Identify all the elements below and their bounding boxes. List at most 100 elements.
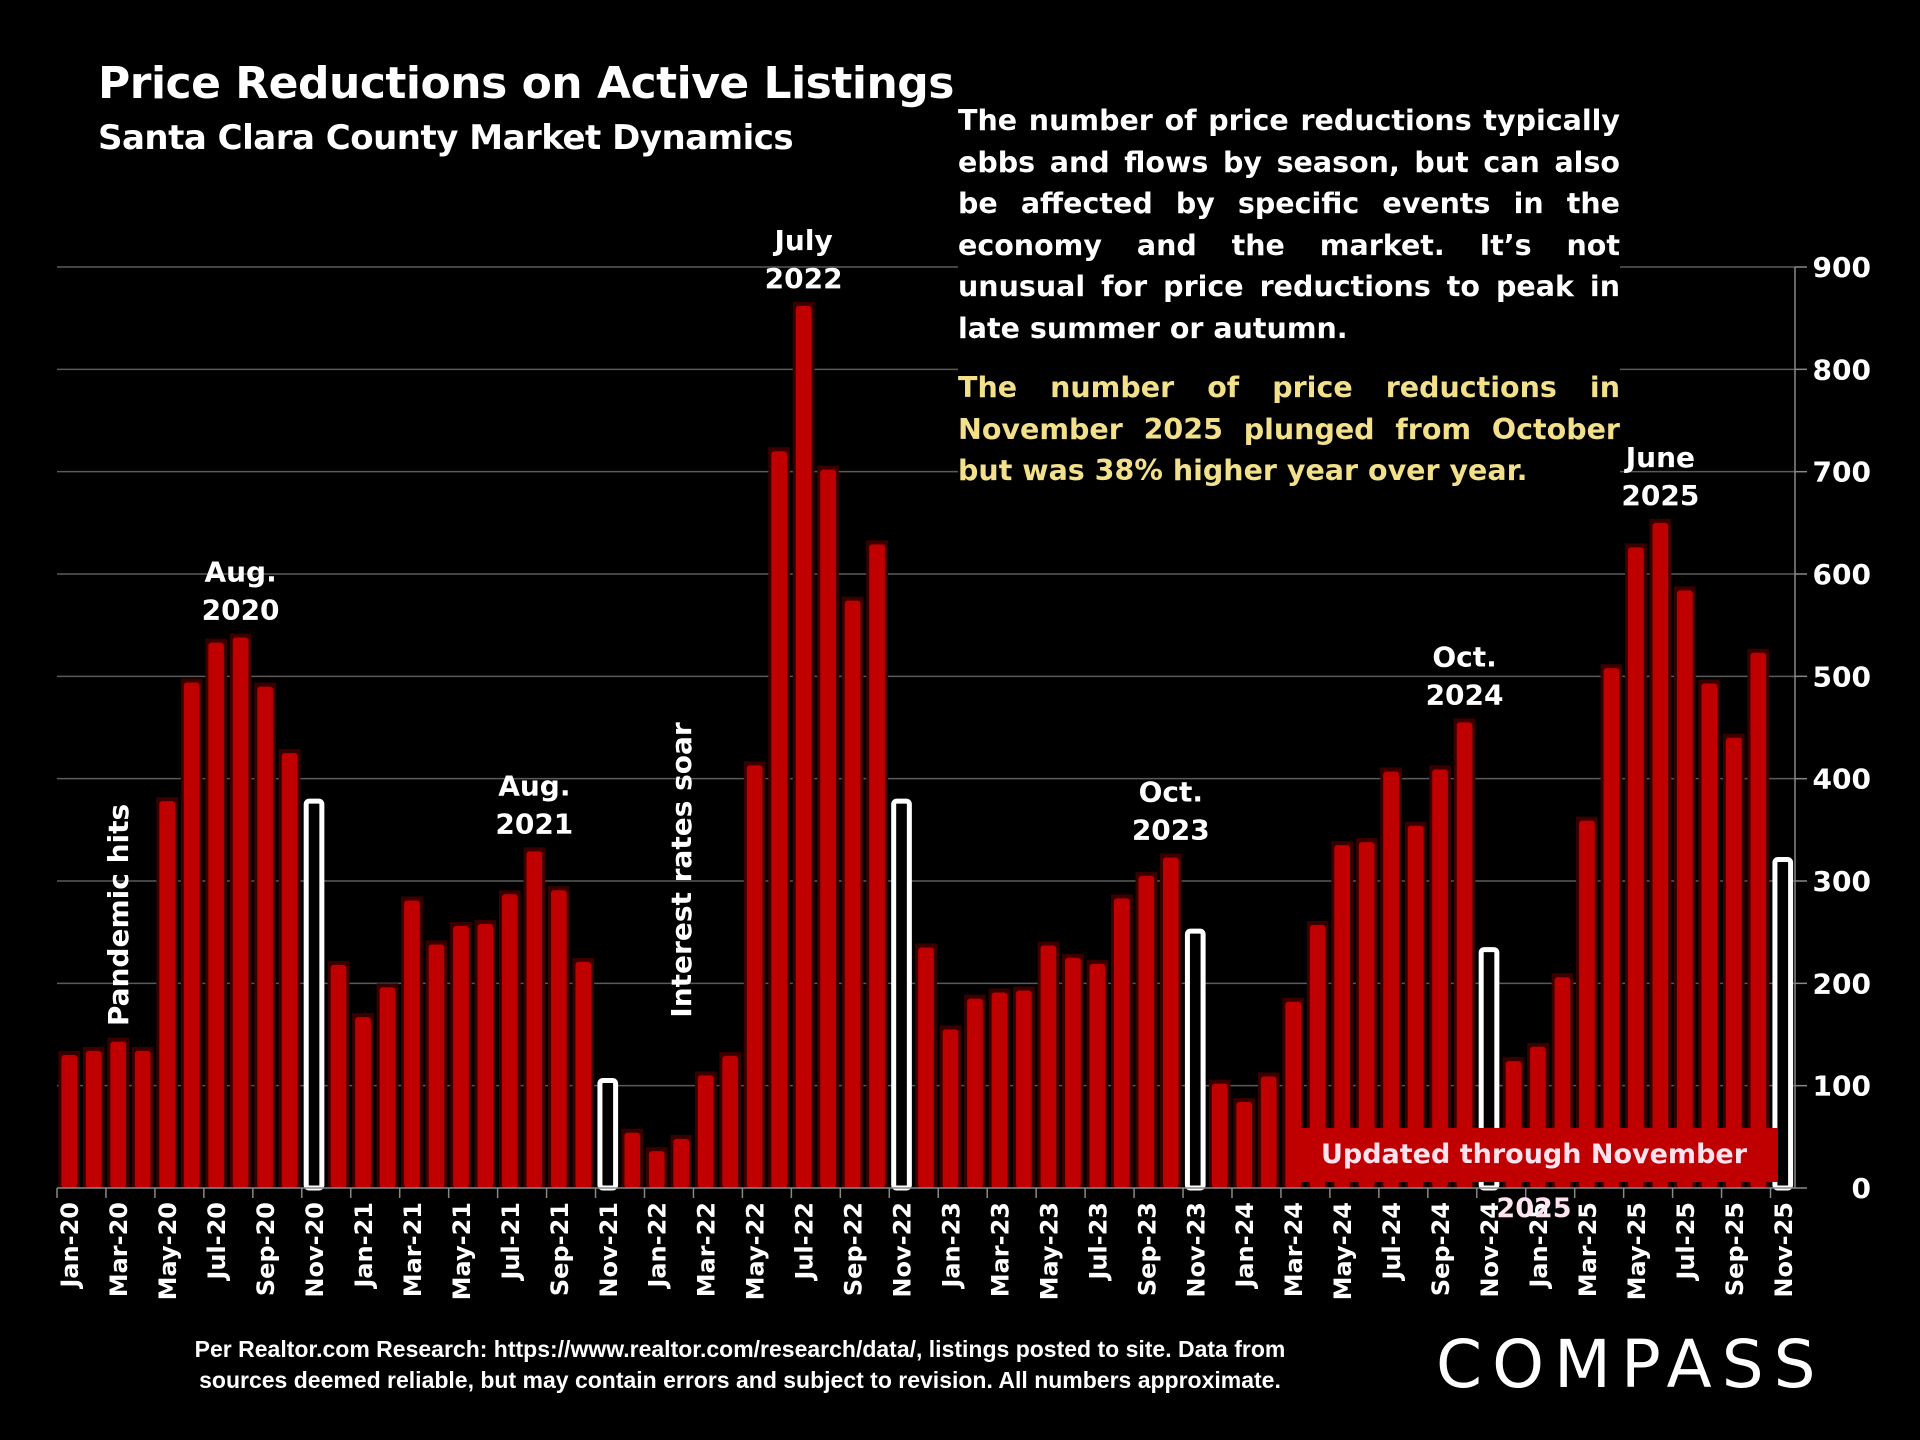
bar — [1652, 522, 1669, 1188]
bar — [1750, 652, 1767, 1188]
x-tick-label: Sep-20 — [252, 1202, 280, 1296]
x-tick-label: Sep-21 — [546, 1202, 574, 1296]
x-tick-label: May-24 — [1329, 1202, 1357, 1300]
bar — [281, 753, 298, 1188]
bar — [428, 944, 445, 1188]
bar — [771, 451, 787, 1188]
bar — [1701, 683, 1718, 1188]
peak-annotation: Aug. — [204, 555, 276, 588]
x-tick-label: Jul-24 — [1378, 1202, 1406, 1282]
x-tick-label: Jan-24 — [1231, 1202, 1259, 1290]
x-tick-label: Jan-23 — [937, 1202, 965, 1290]
y-tick-label: 800 — [1813, 353, 1871, 386]
bar — [477, 923, 494, 1188]
bar — [1628, 547, 1644, 1188]
bar — [844, 600, 861, 1188]
peak-annotation: 2022 — [765, 262, 843, 295]
x-tick-label: Jan-20 — [56, 1202, 84, 1290]
peak-annotation: June — [1624, 441, 1695, 474]
bar — [1358, 842, 1375, 1188]
bar — [550, 890, 567, 1188]
bar — [1677, 590, 1693, 1188]
x-tick-label: Sep-25 — [1721, 1202, 1749, 1296]
bar — [1236, 1102, 1253, 1188]
y-tick-label: 100 — [1813, 1070, 1871, 1103]
x-tick-label: Sep-22 — [840, 1202, 868, 1296]
chart-subtitle: Santa Clara County Market Dynamics — [98, 118, 794, 158]
bar — [1309, 925, 1326, 1188]
x-tick-label: May-23 — [1035, 1202, 1063, 1300]
x-tick-label: Sep-23 — [1133, 1202, 1161, 1296]
bar — [795, 305, 812, 1188]
peak-annotation: Oct. — [1139, 775, 1203, 808]
bar — [1162, 857, 1179, 1188]
bar — [502, 894, 518, 1188]
x-tick-label: Nov-22 — [889, 1202, 917, 1298]
bar — [1432, 769, 1448, 1188]
bar — [1407, 825, 1424, 1188]
bar — [1211, 1083, 1228, 1188]
x-tick-label: Sep-24 — [1427, 1202, 1455, 1296]
bar — [697, 1075, 714, 1188]
bar — [918, 947, 934, 1188]
bar — [453, 926, 469, 1188]
bar — [1089, 963, 1106, 1188]
event-annotation: Interest rates soar — [665, 722, 698, 1018]
bar — [526, 851, 543, 1188]
bar — [257, 686, 273, 1188]
bar — [967, 998, 983, 1188]
updated-banner: Updated through November 2025 — [1290, 1128, 1778, 1224]
bar-highlighted — [1184, 928, 1206, 1191]
y-tick-label: 0 — [1852, 1172, 1871, 1205]
y-tick-label: 200 — [1813, 967, 1871, 1000]
x-tick-label: Jan-25 — [1525, 1202, 1553, 1290]
y-tick-label: 700 — [1813, 456, 1871, 489]
bar — [232, 637, 249, 1188]
x-tick-label: Mar-21 — [399, 1202, 427, 1297]
bar — [1138, 875, 1155, 1188]
footnote-line-2: sources deemed reliable, but may contain… — [199, 1367, 1281, 1393]
x-tick-label: Mar-25 — [1574, 1202, 1602, 1297]
y-tick-label: 600 — [1813, 558, 1871, 591]
bar — [673, 1138, 690, 1188]
bar — [1383, 771, 1399, 1188]
y-tick-label: 400 — [1813, 763, 1871, 796]
bar — [379, 987, 396, 1188]
peak-annotation: Oct. — [1432, 640, 1496, 673]
bar — [1113, 898, 1130, 1188]
bar — [404, 900, 420, 1188]
y-tick-label: 500 — [1813, 660, 1871, 693]
x-tick-label: May-21 — [448, 1202, 476, 1300]
x-tick-label: Nov-25 — [1770, 1202, 1798, 1298]
bar — [1456, 722, 1473, 1188]
x-tick-label: Jul-25 — [1672, 1202, 1700, 1282]
peak-annotation: July — [773, 224, 833, 257]
bar — [134, 1050, 151, 1188]
x-tick-label: Jul-23 — [1084, 1202, 1112, 1282]
bar — [1334, 845, 1350, 1188]
compass-logo: COMPASS — [1436, 1326, 1826, 1403]
bar — [942, 1029, 959, 1188]
bar — [722, 1055, 739, 1188]
bar — [110, 1041, 127, 1188]
bar — [355, 1017, 371, 1188]
bar — [208, 642, 224, 1188]
bar — [1579, 820, 1595, 1188]
x-tick-label: Mar-22 — [693, 1202, 721, 1297]
x-tick-label: Jul-22 — [791, 1202, 819, 1282]
footnote-line-1: Per Realtor.com Research: https://www.re… — [194, 1336, 1286, 1362]
bar — [1260, 1076, 1277, 1188]
highlight-paragraph: The number of price reductions in Novemb… — [958, 371, 1620, 487]
bar — [820, 469, 836, 1188]
bar — [869, 544, 885, 1188]
y-tick-label: 900 — [1813, 251, 1871, 284]
bar — [1725, 737, 1742, 1188]
x-tick-label: May-25 — [1623, 1202, 1651, 1300]
x-tick-label: May-22 — [742, 1202, 770, 1300]
x-tick-label: May-20 — [154, 1202, 182, 1300]
bar — [1040, 945, 1057, 1188]
x-tick-label: Jul-20 — [203, 1202, 231, 1282]
description-paragraph: The number of price reductions typically… — [958, 104, 1620, 345]
bar — [1603, 668, 1620, 1188]
